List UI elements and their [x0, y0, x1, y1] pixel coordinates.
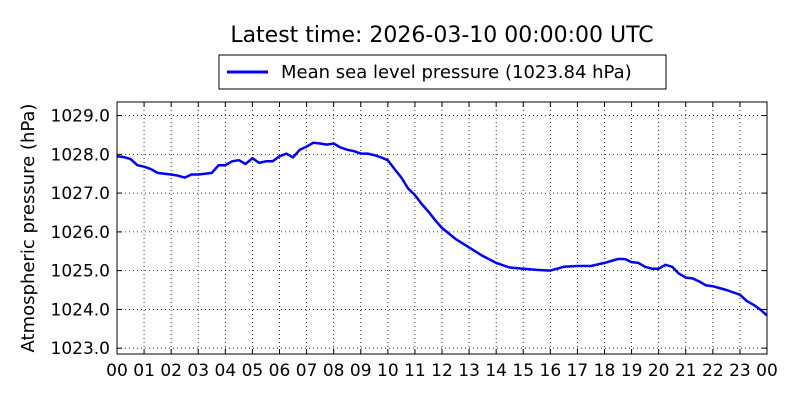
y-tick-labels: 1023.0 1024.0 1025.0 1026.0 1027.0 1028.0 1029… — [51, 107, 110, 360]
series-line-mean-sea-level-pressure — [116, 141, 768, 317]
y-tick-label: 1025.0 — [51, 262, 110, 282]
x-tick-label: 06 — [269, 361, 291, 381]
y-tick-label: 1026.0 — [51, 223, 110, 243]
x-tick-label: 16 — [540, 361, 562, 381]
x-tick-label: 02 — [160, 361, 182, 381]
x-tick-label: 13 — [458, 361, 480, 381]
y-tick-label: 1023.0 — [51, 339, 110, 359]
y-tick-label: 1029.0 — [51, 107, 110, 127]
x-tick-label: 14 — [485, 361, 507, 381]
legend-frame — [218, 54, 667, 90]
legend: Mean sea level pressure (1023.84 hPa) — [218, 54, 667, 90]
x-tick-label: 11 — [404, 361, 426, 381]
x-tick-label: 18 — [594, 361, 616, 381]
x-tick-label: 12 — [431, 361, 453, 381]
x-tick-label: 09 — [350, 361, 372, 381]
x-tick-label: 22 — [702, 361, 724, 381]
x-tick-label: 17 — [567, 361, 589, 381]
x-tick-label: 03 — [187, 361, 209, 381]
series-layer — [116, 141, 768, 317]
x-tick-label: 21 — [675, 361, 697, 381]
x-tick-label: 07 — [296, 361, 318, 381]
x-tick-labels: 00 01 02 03 04 05 06 07 08 09 10 11 12 13 14 15 16 17 18 19… — [106, 361, 778, 381]
ticks — [116, 102, 768, 354]
y-tick-label: 1027.0 — [51, 184, 110, 204]
y-tick-label: 1028.0 — [51, 145, 110, 165]
grid — [117, 102, 767, 354]
legend-label: Mean sea level pressure (1023.84 hPa) — [281, 62, 632, 83]
x-tick-label: 08 — [323, 361, 345, 381]
x-tick-label: 10 — [377, 361, 399, 381]
x-tick-label: 05 — [242, 361, 264, 381]
x-tick-label: 23 — [729, 361, 751, 381]
x-tick-label: 19 — [621, 361, 643, 381]
x-tick-label: 00 — [106, 361, 128, 381]
y-axis-label: Atmospheric pressure (hPa) — [18, 104, 39, 353]
x-tick-label: 20 — [648, 361, 670, 381]
chart-title: Latest time: 2026-03-10 00:00:00 UTC — [230, 23, 653, 48]
y-tick-label: 1024.0 — [51, 300, 110, 320]
x-tick-label: 04 — [215, 361, 237, 381]
x-tick-label: 15 — [512, 361, 534, 381]
x-tick-label: 00 — [756, 361, 778, 381]
x-tick-label: 01 — [133, 361, 155, 381]
